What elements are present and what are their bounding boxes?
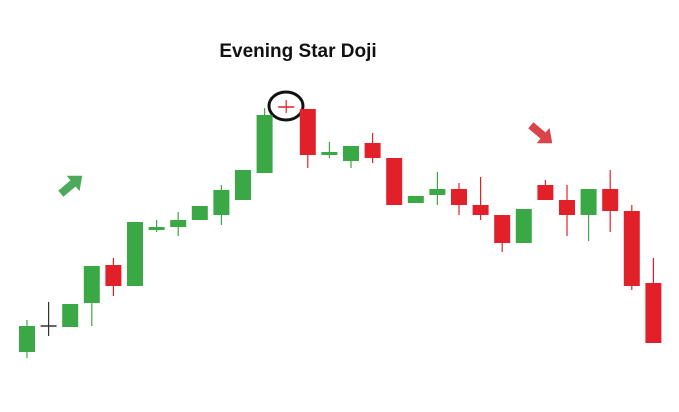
candle-body bbox=[515, 209, 532, 243]
candle-body bbox=[127, 222, 143, 286]
candle-body bbox=[235, 170, 251, 200]
candle-body bbox=[170, 220, 187, 227]
candle-body bbox=[191, 206, 208, 220]
candle-body bbox=[494, 215, 511, 243]
candle-body bbox=[256, 115, 273, 173]
candle-body bbox=[299, 109, 316, 155]
candle-body bbox=[62, 304, 79, 327]
candle-body bbox=[645, 283, 662, 343]
candle-body bbox=[580, 189, 597, 215]
candle-body bbox=[321, 152, 338, 155]
candle-body bbox=[19, 326, 35, 352]
up-arrow bbox=[58, 175, 83, 197]
candle-body bbox=[602, 189, 619, 211]
candle-body bbox=[559, 200, 575, 215]
candle-body bbox=[407, 196, 424, 203]
highlight-circle bbox=[267, 90, 305, 122]
chart-title: Evening Star Doji bbox=[219, 41, 376, 62]
candle-body bbox=[148, 227, 165, 230]
candle-body bbox=[623, 211, 640, 286]
candle-body bbox=[537, 185, 554, 200]
candle-body bbox=[364, 143, 381, 158]
candle-body bbox=[386, 158, 403, 205]
candle-body bbox=[343, 146, 359, 161]
candle-body bbox=[213, 190, 230, 215]
candle-body bbox=[83, 266, 100, 303]
down-arrow bbox=[528, 122, 553, 144]
candle-body bbox=[451, 189, 467, 205]
candle-body bbox=[105, 265, 122, 286]
candle-body bbox=[429, 189, 446, 195]
candle-body bbox=[472, 205, 489, 215]
